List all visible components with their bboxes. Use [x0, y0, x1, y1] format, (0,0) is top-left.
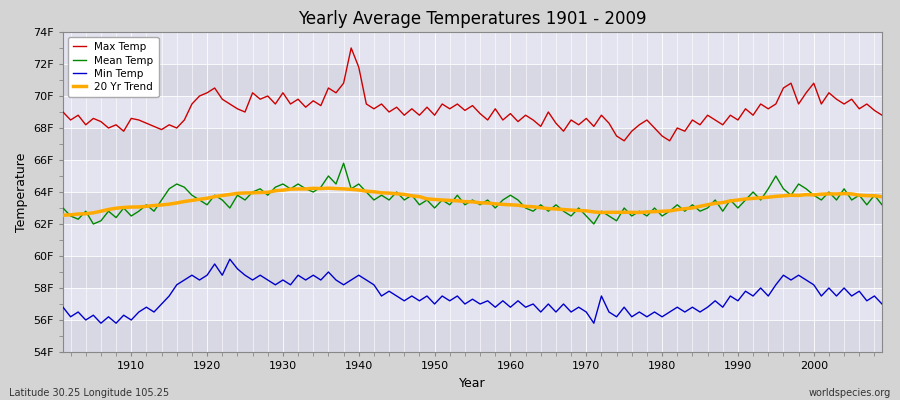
Line: Mean Temp: Mean Temp: [63, 163, 882, 224]
Bar: [63, 32, 882, 64]
Min Temp: [513, 298, 524, 303]
Min Temp: [224, 257, 235, 262]
20 Yr Trend: [323, 186, 334, 190]
Mean Temp: [346, 186, 356, 191]
Bar: [63, 128, 882, 160]
Max Temp: [604, 121, 615, 126]
Mean Temp: [877, 202, 887, 207]
Min Temp: [126, 318, 137, 322]
Max Temp: [330, 90, 341, 95]
20 Yr Trend: [118, 205, 129, 210]
Bar: [63, 224, 882, 256]
20 Yr Trend: [338, 186, 349, 191]
Bar: [63, 288, 882, 320]
Max Temp: [513, 119, 524, 124]
Title: Yearly Average Temperatures 1901 - 2009: Yearly Average Temperatures 1901 - 2009: [298, 10, 647, 28]
Bar: [63, 64, 882, 96]
Mean Temp: [126, 214, 137, 218]
20 Yr Trend: [604, 210, 615, 215]
Max Temp: [619, 138, 630, 143]
Max Temp: [877, 113, 887, 118]
Bar: [63, 320, 882, 352]
Mean Temp: [292, 182, 303, 186]
Min Temp: [301, 278, 311, 282]
Bar: [63, 192, 882, 224]
Mean Temp: [520, 206, 531, 210]
Max Temp: [505, 111, 516, 116]
Min Temp: [611, 314, 622, 319]
Min Temp: [877, 302, 887, 306]
Max Temp: [346, 46, 356, 50]
X-axis label: Year: Year: [459, 376, 486, 390]
Max Temp: [285, 102, 296, 106]
Line: Min Temp: Min Temp: [63, 259, 882, 323]
Min Temp: [520, 305, 531, 310]
Bar: [63, 96, 882, 128]
Min Temp: [346, 278, 356, 282]
Line: 20 Yr Trend: 20 Yr Trend: [63, 188, 882, 215]
20 Yr Trend: [505, 202, 516, 207]
20 Yr Trend: [513, 203, 524, 208]
Mean Temp: [58, 206, 68, 210]
Mean Temp: [338, 161, 349, 166]
Bar: [63, 160, 882, 192]
Line: Max Temp: Max Temp: [63, 48, 882, 141]
Bar: [63, 256, 882, 288]
Mean Temp: [611, 218, 622, 223]
Mean Temp: [513, 198, 524, 202]
Min Temp: [58, 305, 68, 310]
Text: worldspecies.org: worldspecies.org: [809, 388, 891, 398]
Y-axis label: Temperature: Temperature: [14, 152, 28, 232]
20 Yr Trend: [58, 213, 68, 218]
20 Yr Trend: [877, 194, 887, 199]
Mean Temp: [88, 222, 99, 226]
Min Temp: [95, 321, 106, 326]
Max Temp: [118, 129, 129, 134]
Max Temp: [58, 110, 68, 114]
20 Yr Trend: [285, 187, 296, 192]
Legend: Max Temp, Mean Temp, Min Temp, 20 Yr Trend: Max Temp, Mean Temp, Min Temp, 20 Yr Tre…: [68, 37, 158, 97]
Text: Latitude 30.25 Longitude 105.25: Latitude 30.25 Longitude 105.25: [9, 388, 169, 398]
